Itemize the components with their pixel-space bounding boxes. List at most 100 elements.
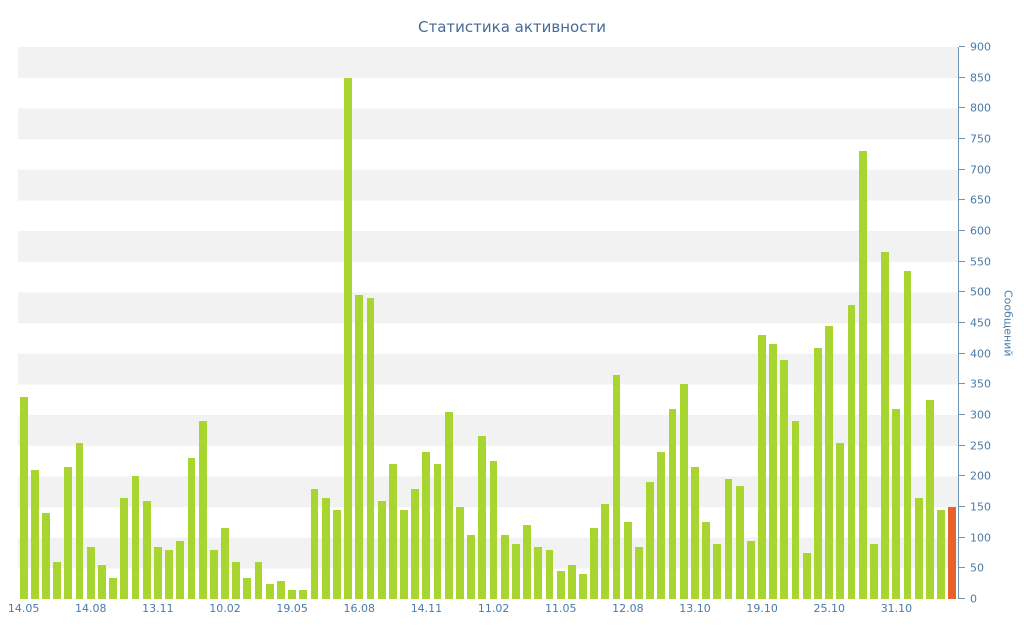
bar bbox=[53, 562, 62, 599]
bar bbox=[332, 510, 341, 599]
bar bbox=[601, 503, 610, 599]
bar bbox=[98, 565, 106, 599]
x-tick-label: 11.02 bbox=[477, 602, 510, 615]
bar bbox=[702, 522, 710, 599]
bar bbox=[500, 534, 509, 599]
bar bbox=[411, 488, 420, 599]
bar bbox=[64, 467, 73, 599]
bar bbox=[847, 304, 856, 599]
y-tick-label: 800 bbox=[970, 101, 991, 115]
bar bbox=[321, 497, 330, 599]
bar bbox=[467, 534, 475, 599]
bar bbox=[198, 421, 207, 599]
bar bbox=[646, 482, 654, 599]
bar bbox=[545, 549, 554, 599]
bar bbox=[19, 396, 28, 599]
y-tick-mark bbox=[959, 260, 965, 262]
bar bbox=[590, 528, 599, 599]
y-tick-label: 350 bbox=[970, 377, 991, 391]
y-tick-mark bbox=[959, 567, 965, 569]
bar-current-period bbox=[948, 507, 957, 599]
x-tick-label: 14.05 bbox=[7, 602, 40, 615]
bar bbox=[377, 500, 386, 599]
y-tick-mark bbox=[959, 444, 965, 446]
y-tick-mark bbox=[959, 352, 965, 354]
bar bbox=[556, 571, 565, 599]
y-tick-mark bbox=[959, 506, 965, 507]
y-tick-label: 150 bbox=[970, 500, 991, 514]
bar bbox=[735, 485, 744, 599]
bar bbox=[422, 451, 431, 599]
y-tick-label: 850 bbox=[970, 71, 991, 85]
x-tick-label: 14.11 bbox=[410, 602, 443, 615]
bar bbox=[344, 77, 352, 599]
chart-title: Статистика активности bbox=[418, 18, 606, 36]
bar bbox=[791, 421, 800, 599]
bar bbox=[858, 151, 867, 599]
bar bbox=[657, 451, 666, 599]
bar bbox=[769, 344, 778, 599]
x-tick-label: 10.02 bbox=[209, 602, 241, 615]
x-tick-label: 14.08 bbox=[74, 602, 107, 615]
y-tick-label: 0 bbox=[970, 592, 977, 606]
y-tick-label: 900 bbox=[970, 40, 991, 54]
bar bbox=[892, 408, 901, 599]
bar bbox=[120, 497, 129, 599]
bar bbox=[366, 298, 375, 599]
y-tick-mark bbox=[959, 107, 965, 109]
bar bbox=[131, 476, 140, 599]
bar bbox=[277, 580, 285, 599]
y-tick-mark bbox=[959, 291, 965, 293]
y-tick-label: 700 bbox=[970, 163, 991, 177]
bar bbox=[75, 442, 84, 599]
bar bbox=[221, 528, 229, 599]
bar bbox=[86, 546, 95, 599]
x-tick-label: 19.05 bbox=[276, 602, 308, 615]
bar bbox=[288, 589, 296, 599]
bar bbox=[758, 335, 766, 599]
x-tick-label: 19.10 bbox=[746, 602, 778, 615]
x-tick-label: 25.10 bbox=[813, 602, 846, 615]
bar bbox=[802, 553, 811, 599]
bar bbox=[780, 359, 789, 599]
bar bbox=[579, 574, 587, 599]
bar bbox=[433, 464, 442, 599]
y-axis-title: Сообщений bbox=[1001, 289, 1015, 357]
bar bbox=[679, 384, 688, 599]
bar bbox=[881, 252, 889, 599]
bar bbox=[187, 457, 196, 599]
y-tick-label: 100 bbox=[970, 531, 991, 545]
bar bbox=[299, 589, 308, 599]
bar bbox=[165, 549, 173, 599]
bar bbox=[265, 583, 274, 599]
bar bbox=[232, 562, 241, 599]
bar bbox=[42, 513, 50, 599]
x-tick-label: 31.10 bbox=[880, 602, 913, 615]
bar bbox=[534, 546, 543, 599]
x-tick-label: 11.05 bbox=[544, 602, 577, 615]
bar bbox=[254, 562, 263, 599]
y-tick-label: 450 bbox=[970, 316, 991, 330]
y-tick-label: 600 bbox=[970, 224, 991, 238]
y-tick-label: 550 bbox=[970, 255, 991, 269]
x-tick-label: 13.10 bbox=[679, 602, 711, 615]
bar bbox=[523, 525, 531, 599]
bar bbox=[746, 540, 755, 599]
y-tick-mark bbox=[959, 536, 965, 538]
bar bbox=[713, 543, 722, 599]
bar bbox=[567, 565, 576, 599]
bar bbox=[489, 461, 498, 599]
y-tick-label: 750 bbox=[970, 132, 991, 146]
y-tick-mark bbox=[959, 475, 965, 477]
y-tick-label: 50 bbox=[970, 561, 984, 575]
bar bbox=[209, 549, 218, 599]
y-axis: 0 50 100 150 200 250 300 350 400 450 500 550 600 650 7… bbox=[958, 42, 1019, 605]
x-tick-label: 16.08 bbox=[343, 602, 376, 615]
bar bbox=[400, 510, 408, 599]
y-tick-mark bbox=[959, 168, 965, 170]
bar bbox=[825, 326, 833, 599]
bar bbox=[388, 464, 397, 599]
y-tick-mark bbox=[959, 322, 965, 323]
bar bbox=[355, 295, 364, 599]
bar bbox=[153, 546, 162, 599]
